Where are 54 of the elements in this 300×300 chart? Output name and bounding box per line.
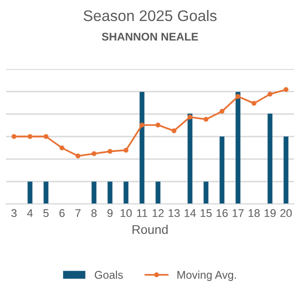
bar [156,182,160,204]
point [156,122,160,128]
chart-subtitle: SHANNON NEALE [102,32,198,41]
x-tick-label: 4 [27,209,33,217]
point [252,100,256,106]
x-tick-label: 11 [137,209,148,217]
x-tick-label: 19 [264,209,276,218]
point [284,87,288,92]
point [220,108,224,114]
x-tick-label: 8 [91,209,97,218]
point [28,134,32,139]
point [124,148,128,153]
point [44,134,48,139]
x-tick-label: 15 [200,209,212,218]
bar [204,182,208,204]
bar [28,182,32,204]
bar [268,114,272,204]
x-tick-label: 7 [75,209,81,217]
bar [92,182,96,204]
point [92,151,96,156]
point [172,128,176,134]
x-tick-label: 9 [107,209,113,218]
x-axis-title: Round [132,224,168,234]
x-tick-label: 16 [216,209,228,218]
bar [236,92,240,204]
bar [140,92,144,204]
x-tick-label: 5 [43,209,49,218]
point [204,116,208,122]
point [268,92,272,97]
x-tick-label: 12 [152,209,164,217]
legend-label: Moving Avg. [177,270,236,281]
bar [220,136,224,204]
point [76,154,80,158]
point [140,122,144,128]
point [236,94,240,99]
point [60,146,64,150]
point [108,148,112,154]
chart-title: Season 2025 Goals [84,10,217,22]
legend-label: Goals [94,270,123,279]
x-tick-label: 13 [168,209,180,218]
x-tick-label: 17 [232,209,244,217]
point [12,134,16,139]
x-tick-label: 14 [184,209,196,217]
point [188,114,192,120]
x-tick-label: 20 [280,209,292,218]
x-tick-label: 10 [120,209,132,218]
bar [188,114,192,204]
x-tick-label: 18 [248,209,260,218]
bar [108,182,112,204]
bar [284,136,288,204]
x-tick-label: 6 [59,209,65,218]
bar [124,182,128,204]
bar [44,182,48,204]
x-tick-label: 3 [11,209,17,218]
